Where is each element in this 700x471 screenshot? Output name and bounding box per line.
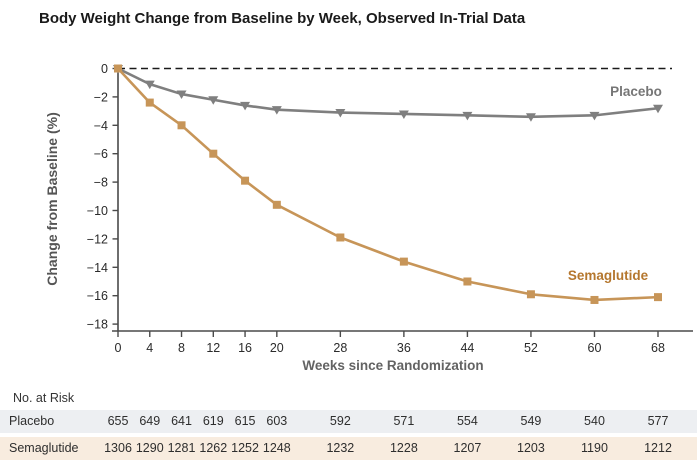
- at-risk-row-label: Semaglutide: [9, 441, 79, 455]
- at-risk-value: 540: [584, 414, 605, 428]
- semaglutide-marker: [336, 233, 345, 242]
- at-risk-value: 1228: [389, 441, 418, 455]
- at-risk-value: 1306: [104, 441, 132, 455]
- at-risk-value: 649: [139, 414, 161, 428]
- placebo-marker: [398, 110, 409, 119]
- x-tick-label: 36: [397, 341, 411, 355]
- weight-change-chart: 0 −2 −4 −6 −8 −10 −12 −14 −16 −18 0 4 8 12 16 20 28 36 44 5…: [44, 62, 693, 373]
- at-risk-row-label: Placebo: [9, 414, 55, 428]
- at-risk-value: 641: [171, 414, 192, 428]
- placebo-line: [117, 67, 659, 119]
- chart-title: Body Weight Change from Baseline by Week…: [39, 10, 526, 27]
- placebo-marker: [589, 111, 600, 121]
- y-axis-title: Change from Baseline (%): [44, 112, 60, 285]
- x-axis-title: Weeks since Randomization: [302, 358, 483, 373]
- semaglutide-marker: [145, 98, 154, 107]
- x-tick-label: 68: [651, 341, 665, 355]
- semaglutide-marker: [209, 149, 218, 158]
- semaglutide-marker: [272, 200, 281, 209]
- at-risk-value: 1190: [581, 441, 608, 455]
- y-tick-label: −2: [94, 90, 108, 104]
- at-risk-value: 1290: [135, 441, 164, 455]
- semaglutide-marker: [654, 293, 662, 302]
- at-risk-heading: No. at Risk: [13, 391, 75, 405]
- y-tick-label: −12: [87, 232, 108, 246]
- x-tick-label: 16: [238, 341, 252, 355]
- semaglutide-marker: [399, 257, 408, 266]
- placebo-marker: [335, 109, 346, 118]
- y-tick-label: −8: [94, 176, 108, 190]
- at-risk-value: 655: [107, 414, 129, 428]
- y-tick-label: −16: [87, 289, 108, 303]
- x-tick-label: 12: [206, 341, 220, 355]
- y-tick-label: −6: [94, 147, 108, 161]
- placebo-marker: [271, 106, 282, 115]
- placebo-series-label: Placebo: [610, 84, 662, 99]
- x-tick-label: 44: [460, 341, 474, 355]
- at-risk-value: 615: [234, 414, 256, 428]
- at-risk-value: 571: [393, 414, 415, 428]
- x-tick-label: 8: [178, 341, 185, 355]
- y-tick-label: −14: [87, 261, 108, 275]
- at-risk-row-semaglutide: Semaglutide 1306 1290 1281 1262 1252 1248 1232…: [0, 437, 697, 460]
- y-tick-label: −10: [87, 204, 108, 218]
- placebo-marker: [240, 101, 251, 111]
- placebo-marker: [144, 80, 155, 90]
- at-risk-value: 1262: [199, 441, 228, 455]
- semaglutide-line: [117, 67, 659, 302]
- semaglutide-marker: [590, 295, 599, 304]
- x-tick-label: 20: [270, 341, 284, 355]
- at-risk-value: 549: [520, 414, 542, 428]
- at-risk-value: 1252: [231, 441, 259, 455]
- at-risk-value: 1203: [517, 441, 545, 455]
- at-risk-value: 554: [456, 414, 478, 428]
- at-risk-value: 577: [647, 414, 669, 428]
- y-tick-label: −4: [94, 119, 108, 133]
- semaglutide-marker: [114, 64, 122, 73]
- semaglutide-marker: [177, 121, 186, 130]
- x-tick-label: 4: [146, 341, 153, 355]
- placebo-marker: [208, 96, 219, 105]
- x-tick-label: 28: [333, 341, 347, 355]
- placebo-marker: [525, 113, 536, 122]
- at-risk-value: 1281: [167, 441, 196, 455]
- placebo-marker: [462, 111, 473, 121]
- placebo-marker: [653, 104, 663, 114]
- semaglutide-marker: [526, 290, 535, 299]
- y-tick-label: −18: [87, 318, 108, 332]
- semaglutide-marker: [463, 277, 472, 286]
- at-risk-value: 1207: [453, 441, 482, 455]
- placebo-marker: [176, 90, 187, 100]
- semaglutide-series-label: Semaglutide: [568, 268, 649, 283]
- at-risk-value: 1232: [326, 441, 355, 455]
- at-risk-row-placebo: Placebo 655 649 641 619 615 603 592 571 554 549 54…: [0, 410, 697, 433]
- at-risk-value: 1212: [644, 441, 672, 455]
- at-risk-value: 619: [202, 414, 224, 428]
- at-risk-value: 1248: [262, 441, 291, 455]
- at-risk-value: 592: [329, 414, 351, 428]
- y-tick-label: 0: [101, 62, 108, 76]
- x-tick-label: 0: [115, 341, 122, 355]
- x-tick-label: 52: [524, 341, 538, 355]
- semaglutide-marker: [241, 176, 250, 185]
- x-tick-label: 60: [588, 341, 602, 355]
- at-risk-value: 603: [266, 414, 288, 428]
